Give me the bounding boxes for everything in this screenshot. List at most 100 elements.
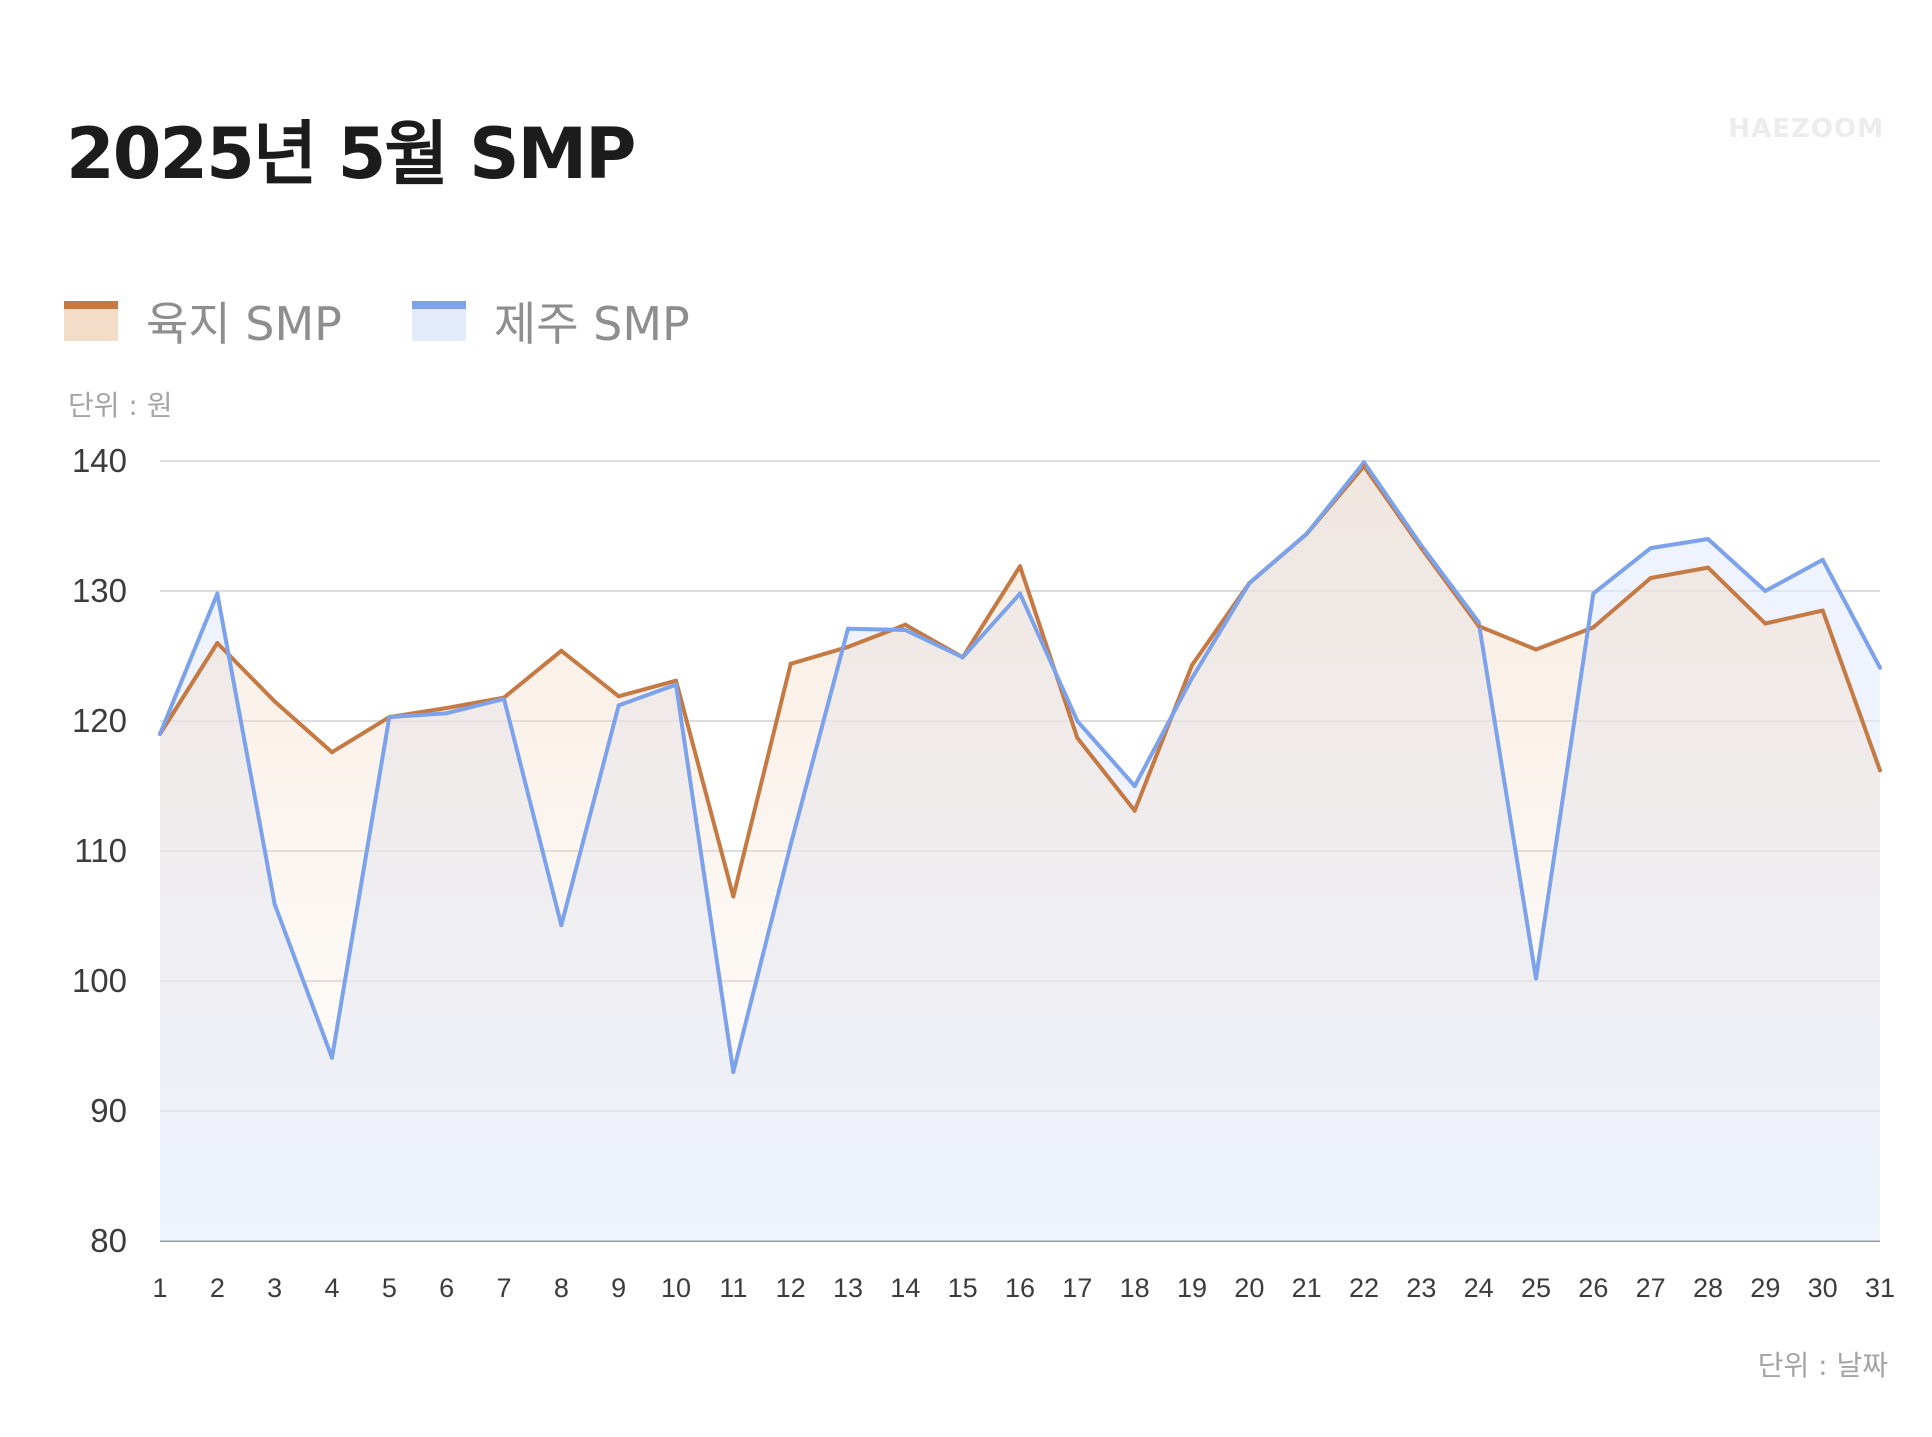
- land-point-28: [1706, 565, 1710, 570]
- legend-label-land: 육지 SMP: [146, 297, 342, 351]
- jeju-point-20: [1247, 581, 1252, 586]
- brand-logo: HAEZOOM: [1728, 114, 1884, 144]
- jeju-point-12: [788, 842, 793, 847]
- jeju-point-21: [1304, 531, 1309, 536]
- land-point-3: [272, 699, 277, 704]
- jeju-point-1: [158, 732, 162, 736]
- land-point-18: [1132, 808, 1137, 813]
- jeju-point-15: [960, 655, 965, 660]
- x-tick-15: 15: [948, 1273, 978, 1303]
- jeju-point-18: [1132, 784, 1137, 788]
- jeju-point-9: [616, 703, 621, 708]
- y-tick-140: 140: [72, 442, 127, 479]
- x-tick-3: 3: [267, 1273, 282, 1303]
- jeju-point-5: [387, 715, 392, 720]
- land-point-10: [674, 678, 678, 683]
- x-tick-9: 9: [611, 1273, 626, 1303]
- legend-item-jeju[interactable]: 제주 SMP: [411, 288, 690, 354]
- land-point-11: [731, 894, 736, 899]
- jeju-point-28: [1706, 537, 1710, 541]
- page-title: 2025년 5월 SMP: [66, 113, 636, 195]
- x-tick-13: 13: [833, 1273, 863, 1303]
- jeju-point-19: [1190, 676, 1194, 681]
- land-area: [160, 466, 1880, 1241]
- x-tick-18: 18: [1120, 1273, 1150, 1303]
- x-tick-12: 12: [776, 1273, 806, 1303]
- y-tick-80: 80: [90, 1222, 127, 1259]
- x-tick-5: 5: [382, 1273, 397, 1303]
- land-point-22: [1362, 464, 1366, 469]
- jeju-point-24: [1476, 620, 1481, 625]
- land-point-17: [1075, 735, 1080, 740]
- land-point-19: [1190, 663, 1194, 668]
- land-point-4: [330, 750, 334, 755]
- x-tick-4: 4: [324, 1273, 339, 1303]
- x-tick-2: 2: [210, 1273, 225, 1303]
- jeju-point-7: [502, 696, 506, 701]
- jeju-point-30: [1820, 557, 1825, 562]
- x-tick-26: 26: [1578, 1273, 1608, 1303]
- legend-label-jeju: 제주 SMP: [493, 297, 690, 351]
- land-point-14: [903, 622, 908, 627]
- jeju-point-25: [1534, 976, 1538, 981]
- jeju-point-17: [1075, 719, 1080, 723]
- jeju-point-6: [444, 711, 449, 716]
- x-tick-6: 6: [439, 1273, 454, 1303]
- legend-swatch-jeju: [411, 301, 466, 341]
- land-point-13: [846, 644, 850, 649]
- x-tick-22: 22: [1349, 1273, 1379, 1303]
- land-point-24: [1476, 624, 1481, 629]
- land-point-25: [1534, 647, 1538, 652]
- jeju-point-31: [1878, 665, 1882, 670]
- land-point-12: [788, 661, 793, 666]
- x-tick-27: 27: [1636, 1273, 1666, 1303]
- jeju-point-14: [903, 628, 908, 632]
- x-tick-31: 31: [1865, 1273, 1895, 1303]
- jeju-point-2: [215, 591, 220, 596]
- x-tick-21: 21: [1292, 1273, 1322, 1303]
- jeju-point-16: [1018, 591, 1022, 596]
- jeju-point-10: [674, 682, 678, 687]
- y-axis-ticks: 80 90 100 110 120 130 140: [72, 442, 127, 1259]
- x-tick-20: 20: [1234, 1273, 1264, 1303]
- land-point-31: [1878, 768, 1882, 773]
- y-axis-unit-label: 단위 : 원: [68, 389, 173, 422]
- jeju-point-13: [846, 626, 850, 631]
- land-point-29: [1763, 621, 1768, 626]
- jeju-point-23: [1419, 543, 1424, 548]
- jeju-point-3: [272, 902, 277, 907]
- series-points: [158, 460, 1882, 1074]
- legend-item-land[interactable]: 육지 SMP: [64, 288, 342, 354]
- jeju-point-27: [1648, 546, 1653, 551]
- land-point-30: [1820, 608, 1825, 613]
- jeju-point-8: [559, 923, 564, 928]
- x-tick-7: 7: [496, 1273, 511, 1303]
- x-tick-1: 1: [152, 1273, 167, 1303]
- x-tick-29: 29: [1750, 1273, 1780, 1303]
- jeju-point-4: [330, 1055, 334, 1060]
- legend-swatch-land: [64, 301, 118, 341]
- legend: 육지 SMP 제주 SMP: [64, 288, 760, 354]
- jeju-point-26: [1591, 591, 1596, 596]
- x-tick-16: 16: [1005, 1273, 1035, 1303]
- jeju-point-29: [1763, 589, 1768, 593]
- x-tick-11: 11: [719, 1273, 747, 1303]
- land-point-6: [444, 706, 449, 710]
- x-tick-23: 23: [1406, 1273, 1436, 1303]
- x-axis-unit-label: 단위 : 날짜: [1757, 1349, 1888, 1382]
- jeju-point-22: [1362, 460, 1366, 465]
- x-tick-17: 17: [1062, 1273, 1092, 1303]
- area-fills: [160, 462, 1880, 1241]
- jeju-point-11: [731, 1070, 736, 1074]
- land-point-16: [1018, 564, 1022, 569]
- x-tick-19: 19: [1177, 1273, 1207, 1303]
- land-point-2: [215, 641, 220, 645]
- land-point-8: [559, 648, 564, 653]
- y-tick-130: 130: [72, 572, 127, 609]
- x-tick-28: 28: [1693, 1273, 1723, 1303]
- x-tick-24: 24: [1464, 1273, 1494, 1303]
- y-tick-120: 120: [72, 702, 127, 739]
- y-tick-90: 90: [90, 1092, 127, 1129]
- x-tick-8: 8: [554, 1273, 569, 1303]
